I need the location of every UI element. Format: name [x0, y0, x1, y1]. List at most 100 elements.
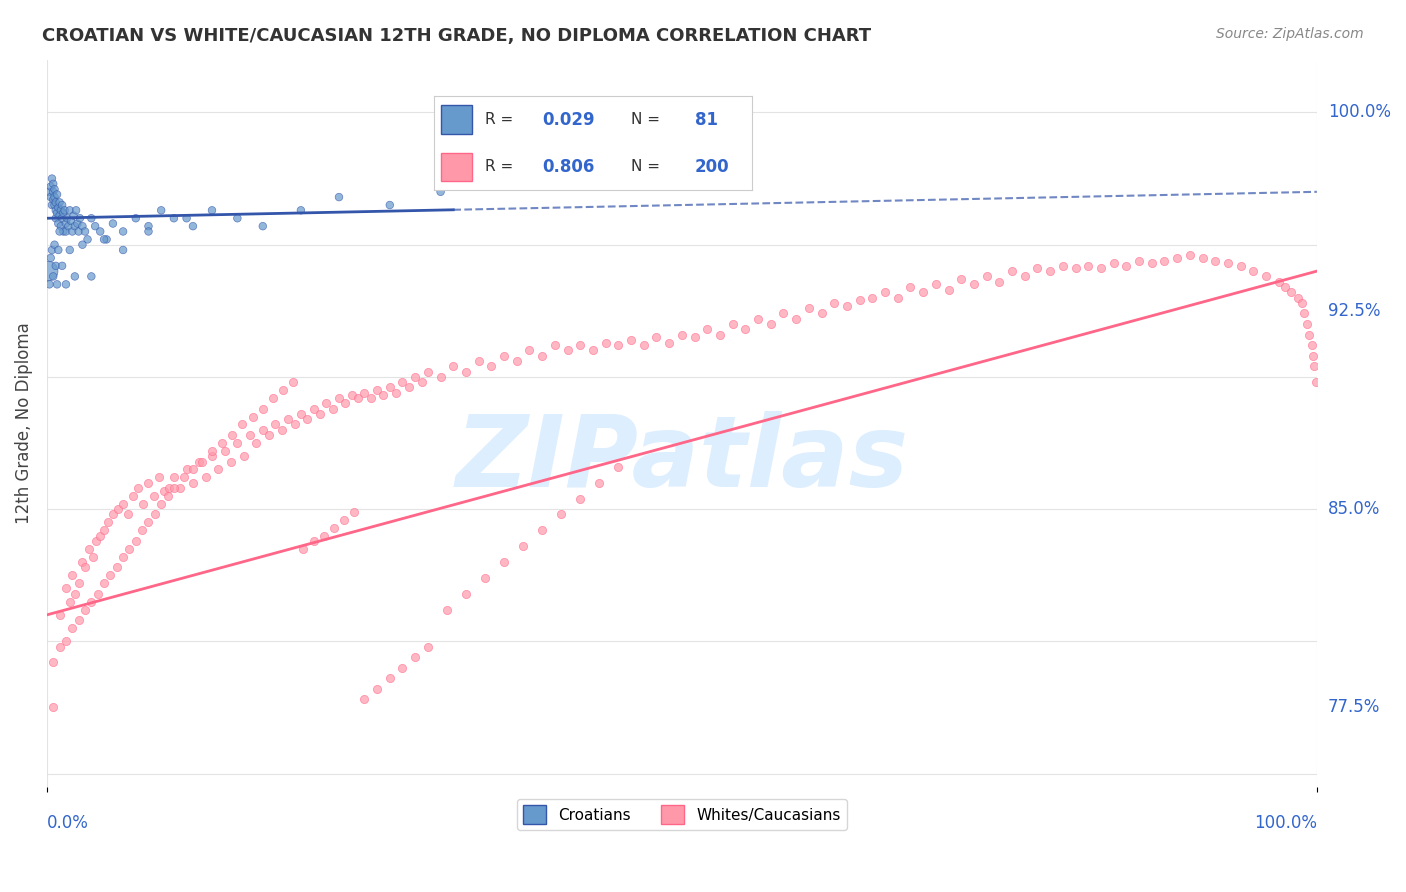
Point: [582, 343, 605, 358]
Point: [398, 380, 420, 394]
Text: 77.5%: 77.5%: [1329, 698, 1381, 716]
Point: [315, 396, 337, 410]
Point: [976, 269, 998, 284]
Point: [45, 203, 67, 218]
Point: [1153, 253, 1175, 268]
Point: [429, 370, 451, 384]
Point: [138, 219, 160, 234]
Point: [49, 219, 72, 234]
Point: [1303, 359, 1326, 374]
Point: [328, 190, 350, 204]
Point: [588, 475, 610, 490]
Point: [69, 211, 91, 226]
Point: [51, 259, 73, 273]
Point: [785, 311, 807, 326]
Point: [55, 217, 77, 231]
Point: [900, 280, 922, 294]
Point: [201, 203, 224, 218]
Point: [118, 541, 141, 556]
Point: [38, 185, 60, 199]
Point: [55, 634, 77, 648]
Point: [226, 436, 249, 450]
Text: 100.0%: 100.0%: [1254, 814, 1317, 832]
Point: [59, 203, 82, 218]
Point: [1026, 261, 1049, 276]
Point: [671, 327, 693, 342]
Point: [912, 285, 935, 300]
Point: [772, 306, 794, 320]
Point: [1298, 327, 1320, 342]
Point: [143, 508, 166, 522]
Point: [1128, 253, 1150, 268]
Point: [1302, 349, 1324, 363]
Text: 0.0%: 0.0%: [46, 814, 89, 832]
Point: [82, 549, 104, 564]
Point: [353, 385, 375, 400]
Text: CROATIAN VS WHITE/CAUCASIAN 12TH GRADE, NO DIPLOMA CORRELATION CHART: CROATIAN VS WHITE/CAUCASIAN 12TH GRADE, …: [42, 27, 872, 45]
Point: [60, 621, 83, 635]
Point: [404, 370, 426, 384]
Point: [436, 602, 458, 616]
Point: [48, 209, 70, 223]
Text: 85.0%: 85.0%: [1329, 500, 1381, 518]
Point: [150, 497, 173, 511]
Text: ZIPatlas: ZIPatlas: [456, 411, 908, 508]
Point: [290, 203, 312, 218]
Point: [441, 359, 464, 374]
Point: [1305, 375, 1327, 389]
Point: [1268, 275, 1291, 289]
Text: 92.5%: 92.5%: [1329, 301, 1381, 320]
Point: [163, 470, 186, 484]
Point: [77, 541, 100, 556]
Point: [938, 283, 960, 297]
Point: [360, 391, 382, 405]
Point: [848, 293, 870, 308]
Point: [59, 594, 82, 608]
Point: [519, 343, 541, 358]
Point: [73, 602, 96, 616]
Point: [194, 470, 217, 484]
Point: [96, 232, 118, 246]
Point: [138, 516, 160, 530]
Point: [93, 232, 115, 246]
Point: [142, 489, 165, 503]
Point: [290, 407, 312, 421]
Point: [1191, 251, 1213, 265]
Point: [176, 211, 198, 226]
Point: [1178, 248, 1201, 262]
Point: [262, 391, 284, 405]
Point: [55, 277, 77, 292]
Point: [1274, 280, 1296, 294]
Point: [45, 211, 67, 226]
Point: [211, 436, 233, 450]
Point: [63, 219, 86, 234]
Point: [1204, 253, 1226, 268]
Point: [38, 277, 60, 292]
Point: [150, 203, 173, 218]
Point: [270, 423, 292, 437]
Point: [797, 301, 820, 315]
Point: [44, 190, 66, 204]
Point: [163, 481, 186, 495]
Point: [44, 198, 66, 212]
Point: [283, 375, 305, 389]
Point: [1291, 296, 1313, 310]
Point: [683, 330, 706, 344]
Point: [1301, 338, 1323, 352]
Point: [112, 243, 135, 257]
Point: [127, 481, 149, 495]
Point: [52, 224, 75, 238]
Point: [131, 523, 153, 537]
Point: [302, 401, 325, 416]
Point: [271, 383, 294, 397]
Point: [373, 388, 395, 402]
Point: [232, 449, 254, 463]
Point: [343, 505, 366, 519]
Point: [214, 444, 236, 458]
Point: [48, 224, 70, 238]
Point: [340, 388, 363, 402]
Point: [633, 338, 655, 352]
Point: [176, 462, 198, 476]
Point: [950, 272, 973, 286]
Point: [48, 195, 70, 210]
